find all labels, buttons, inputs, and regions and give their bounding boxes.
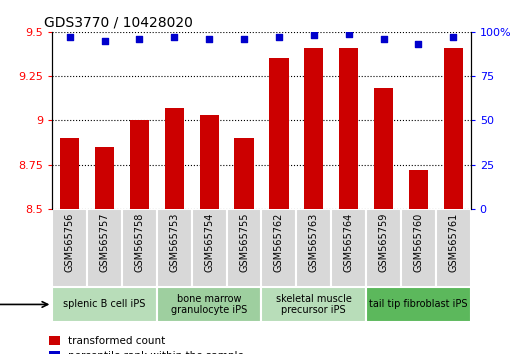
Bar [374, 88, 393, 209]
Bar [297, 209, 331, 287]
Point [240, 36, 248, 42]
Bar [130, 120, 149, 209]
Bar [436, 209, 471, 287]
Text: GSM565757: GSM565757 [99, 213, 110, 272]
Bar [157, 287, 262, 322]
Point [135, 36, 144, 42]
Point [310, 33, 318, 38]
Text: bone marrow
granulocyte iPS: bone marrow granulocyte iPS [171, 293, 247, 315]
Bar [366, 287, 471, 322]
Text: GSM565759: GSM565759 [379, 213, 389, 272]
Bar [60, 138, 79, 209]
Bar [192, 209, 226, 287]
Bar [122, 209, 157, 287]
Text: GSM565755: GSM565755 [239, 213, 249, 272]
Text: tail tip fibroblast iPS: tail tip fibroblast iPS [369, 299, 468, 309]
Bar [262, 209, 297, 287]
Point [205, 36, 213, 42]
Bar [331, 209, 366, 287]
Bar [234, 138, 254, 209]
Point [275, 34, 283, 40]
Text: GSM565764: GSM565764 [344, 213, 354, 272]
Bar [52, 209, 87, 287]
Bar [304, 48, 323, 209]
Bar [157, 209, 192, 287]
Bar [226, 209, 262, 287]
Text: GSM565758: GSM565758 [134, 213, 144, 272]
Bar [165, 108, 184, 209]
Text: GDS3770 / 10428020: GDS3770 / 10428020 [44, 15, 193, 29]
Text: splenic B cell iPS: splenic B cell iPS [63, 299, 146, 309]
Bar [87, 209, 122, 287]
Legend: transformed count, percentile rank within the sample: transformed count, percentile rank withi… [49, 336, 244, 354]
Bar [262, 287, 366, 322]
Bar [401, 209, 436, 287]
Bar [444, 48, 463, 209]
Point [379, 36, 388, 42]
Point [345, 31, 353, 36]
Bar [269, 58, 289, 209]
Text: skeletal muscle
precursor iPS: skeletal muscle precursor iPS [276, 293, 352, 315]
Bar [95, 147, 114, 209]
Point [100, 38, 109, 44]
Text: GSM565761: GSM565761 [448, 213, 458, 272]
Bar [200, 115, 219, 209]
Text: GSM565760: GSM565760 [413, 213, 424, 272]
Text: GSM565754: GSM565754 [204, 213, 214, 272]
Bar [409, 170, 428, 209]
Text: GSM565763: GSM565763 [309, 213, 319, 272]
Text: GSM565756: GSM565756 [65, 213, 75, 272]
Point [65, 34, 74, 40]
Bar [339, 48, 358, 209]
Point [449, 34, 458, 40]
Bar [366, 209, 401, 287]
Text: GSM565762: GSM565762 [274, 213, 284, 272]
Text: GSM565753: GSM565753 [169, 213, 179, 272]
Point [414, 41, 423, 47]
Point [170, 34, 178, 40]
Bar [52, 287, 157, 322]
